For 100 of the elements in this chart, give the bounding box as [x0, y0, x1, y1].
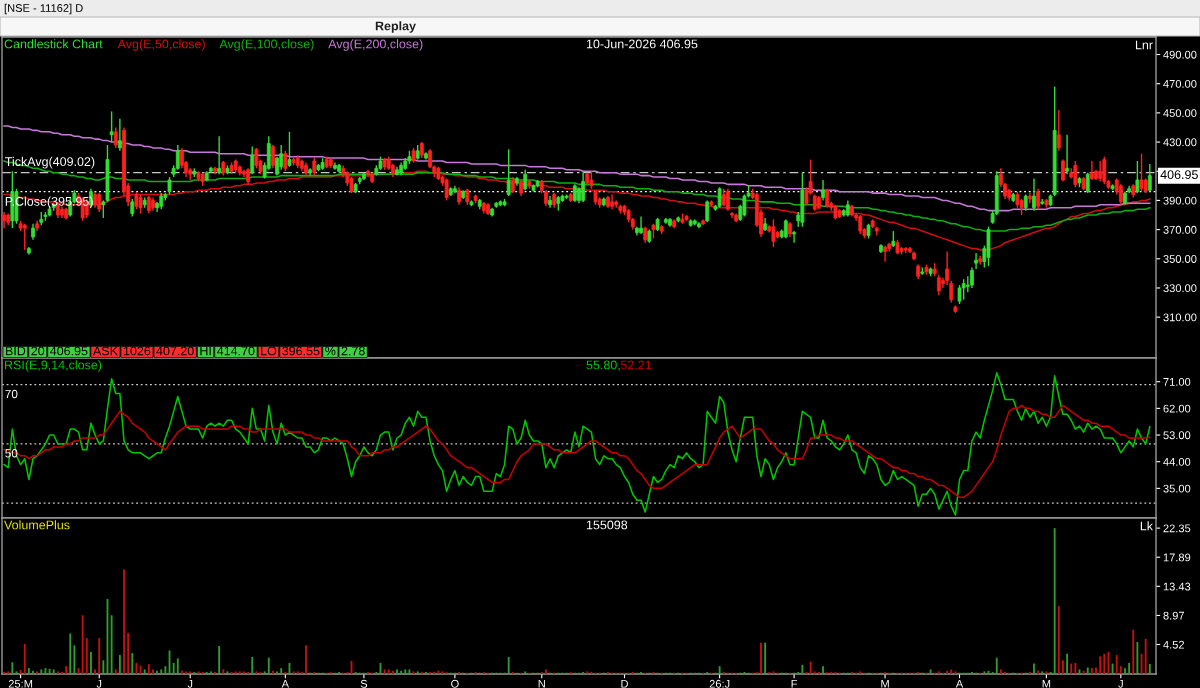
- text: Avg(E,200,close): [328, 39, 423, 51]
- y-tick-label: 490.00: [1163, 50, 1197, 59]
- candlestick: [287, 131, 292, 168]
- candlestick: [883, 244, 887, 263]
- x-tick-label: M: [1042, 679, 1051, 688]
- candlestick: [717, 186, 722, 209]
- y-tick-label: 470.00: [1163, 79, 1197, 88]
- annotation: ASK: [93, 346, 118, 356]
- y-tick-label: 330.00: [1163, 284, 1197, 293]
- y-tick-label: 390.00: [1163, 196, 1197, 205]
- ref-line-label: TickAvg(409.02): [5, 156, 95, 169]
- annotation: LO: [261, 346, 277, 356]
- candlestick: [705, 199, 710, 223]
- y-tick-label: 13.43: [1163, 582, 1191, 591]
- annotation: 1026: [123, 346, 151, 356]
- y-tick-label: 310.00: [1163, 313, 1197, 322]
- candlestick: [1098, 160, 1103, 183]
- annotation: %: [325, 346, 336, 356]
- text: Candlestick Chart: [4, 39, 103, 49]
- x-tick-label: N: [538, 679, 545, 688]
- annotation: 10-Jun-2026 406.95: [586, 39, 698, 49]
- candlestick: [283, 150, 288, 172]
- x-tick-label: M: [881, 679, 889, 688]
- y-tick-label: 4.52: [1163, 640, 1185, 649]
- candlestick: [271, 144, 275, 170]
- candlestick: [974, 252, 978, 270]
- x-tick-label: 26:J: [709, 679, 730, 688]
- annotation: 407.20: [156, 346, 194, 356]
- line-series: [3, 404, 1151, 499]
- x-tick-label: 25:M: [8, 679, 33, 688]
- y-tick-label: 450.00: [1163, 109, 1197, 118]
- annotation: 20: [31, 346, 45, 356]
- y-tick-label: 71.00: [1163, 377, 1191, 386]
- candlestick: [936, 274, 941, 296]
- candlestick: [506, 148, 511, 197]
- candlestick: [97, 192, 102, 213]
- annotation: 396.55: [282, 346, 320, 356]
- candlestick: [821, 179, 825, 202]
- candlestick: [1056, 109, 1061, 152]
- candlestick: [639, 215, 643, 235]
- x-tick-label: A: [955, 679, 964, 688]
- candlestick: [138, 193, 143, 215]
- candlestick: [1089, 160, 1094, 181]
- annotation: 406.95: [1160, 170, 1198, 180]
- x-tick-label: J: [96, 679, 102, 688]
- x-tick-label: O: [451, 679, 459, 688]
- annotation: 55.80,52.21: [586, 360, 652, 371]
- candlestick: [523, 169, 528, 191]
- x-tick-label: S: [360, 679, 368, 688]
- candlestick: [1139, 153, 1144, 193]
- ref-line-label: 70: [5, 389, 18, 399]
- candlestick: [109, 110, 114, 143]
- line-series: [3, 372, 1151, 516]
- y-tick-label: 44.00: [1163, 457, 1191, 466]
- annotation: HI: [200, 346, 211, 356]
- y-tick-label: 430.00: [1163, 138, 1197, 147]
- candlestick: [279, 144, 284, 171]
- annotation: 2.78: [341, 346, 365, 356]
- candlestick: [250, 145, 255, 175]
- chart-title: RSI(E,9,14,close): [5, 360, 102, 372]
- candlestick: [858, 214, 863, 235]
- x-tick-label: F: [791, 679, 798, 688]
- candlestick: [825, 188, 830, 209]
- y-tick-label: 350.00: [1163, 255, 1197, 263]
- y-tick-label: 22.35: [1163, 524, 1191, 533]
- candlestick: [22, 223, 27, 251]
- annotation: 414.70: [217, 346, 255, 356]
- x-tick-label: D: [621, 679, 628, 688]
- candlestick: [1118, 183, 1123, 206]
- x-tick-label: A: [281, 679, 290, 688]
- y-tick-label: 62.00: [1163, 404, 1191, 413]
- candlestick: [771, 218, 776, 248]
- y-tick-label: 35.00: [1163, 484, 1191, 493]
- x-tick-label: J: [187, 679, 193, 688]
- candlestick: [175, 144, 180, 171]
- annotation: Lnr: [1135, 40, 1153, 50]
- candlestick: [1032, 177, 1036, 212]
- y-tick-label: 17.89: [1163, 553, 1191, 562]
- candlestick: [254, 147, 259, 170]
- candlestick: [1147, 163, 1152, 193]
- annotation: Lk: [1140, 521, 1154, 531]
- candlestick: [1073, 160, 1078, 188]
- annotation: 406.95: [50, 346, 88, 356]
- candlestick: [1102, 155, 1107, 186]
- annotation: BID: [6, 346, 26, 356]
- x-tick-label: J: [1118, 679, 1123, 688]
- y-tick-label: 370.00: [1163, 225, 1197, 234]
- candlestick: [970, 266, 974, 289]
- y-tick-label: 8.97: [1163, 611, 1185, 620]
- candlestick: [792, 230, 796, 244]
- chart-title: VolumePlus: [4, 520, 70, 530]
- candlestick: [1135, 160, 1140, 194]
- text: Avg(E,50,close): [117, 39, 205, 51]
- text: Avg(E,100,close): [219, 39, 314, 51]
- candlestick: [1065, 134, 1069, 175]
- chart-title: [NSE - 11162] D: [4, 3, 83, 15]
- y-tick-label: 53.00: [1163, 431, 1191, 440]
- candlestick: [961, 278, 966, 301]
- annotation: 155098: [586, 520, 628, 530]
- text: Replay: [375, 21, 416, 33]
